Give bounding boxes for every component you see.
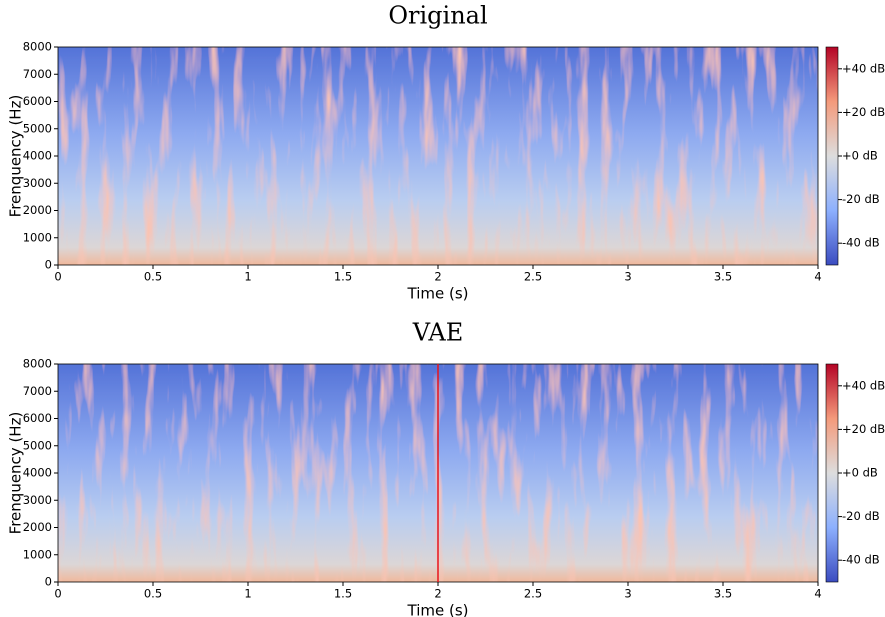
x-tick-label: 0 bbox=[54, 587, 61, 601]
y-tick-label: 0 bbox=[45, 258, 52, 272]
x-tick-label: 1 bbox=[244, 587, 251, 601]
x-tick-label: 2.5 bbox=[524, 270, 542, 284]
colorbar-tick-label: +40 dB bbox=[842, 61, 885, 75]
x-tick-label: 0.5 bbox=[144, 270, 162, 284]
y-axis-label: Frenquency (Hz) bbox=[7, 95, 25, 218]
x-tick-label: 1.5 bbox=[334, 587, 352, 601]
x-tick-label: 4 bbox=[814, 587, 821, 601]
y-tick-label: 0 bbox=[45, 575, 52, 589]
y-tick-label: 6000 bbox=[23, 411, 52, 425]
x-tick-label: 3.5 bbox=[714, 270, 732, 284]
y-tick-label: 6000 bbox=[23, 94, 52, 108]
x-tick-label: 2 bbox=[434, 270, 441, 284]
x-axis-label: Time (s) bbox=[407, 602, 469, 617]
y-tick-label: 4000 bbox=[23, 149, 52, 163]
y-tick-label: 8000 bbox=[23, 40, 52, 54]
colorbar bbox=[825, 363, 839, 583]
colorbar-tick-label: +20 dB bbox=[842, 105, 885, 119]
colorbar-tick-label: -40 dB bbox=[842, 553, 880, 567]
spectrogram-image bbox=[58, 47, 818, 265]
y-tick-label: 2000 bbox=[23, 203, 52, 217]
x-tick-label: 0 bbox=[54, 270, 61, 284]
colorbar-tick-label: -40 dB bbox=[842, 236, 880, 250]
x-tick-label: 0.5 bbox=[144, 587, 162, 601]
x-tick-label: 2.5 bbox=[524, 587, 542, 601]
colorbar-tick-label: -20 dB bbox=[842, 509, 880, 523]
colorbar-tick-label: +0 dB bbox=[842, 466, 878, 480]
colorbar-tick-label: +0 dB bbox=[842, 149, 878, 163]
y-tick-label: 5000 bbox=[23, 438, 52, 452]
y-tick-label: 4000 bbox=[23, 466, 52, 480]
colorbar-tick-label: +20 dB bbox=[842, 422, 885, 436]
y-tick-label: 1000 bbox=[23, 547, 52, 561]
y-axis-label: Frenquency (Hz) bbox=[7, 412, 25, 535]
chart-title: Original bbox=[388, 2, 487, 30]
chart-title: VAE bbox=[412, 319, 464, 347]
x-tick-label: 3 bbox=[624, 270, 631, 284]
y-tick-label: 2000 bbox=[23, 520, 52, 534]
y-tick-label: 1000 bbox=[23, 230, 52, 244]
x-tick-label: 1.5 bbox=[334, 270, 352, 284]
colorbar bbox=[825, 46, 839, 266]
x-tick-label: 4 bbox=[814, 270, 821, 284]
colorbar-tick-label: -20 dB bbox=[842, 192, 880, 206]
x-tick-label: 2 bbox=[434, 587, 441, 601]
x-tick-label: 1 bbox=[244, 270, 251, 284]
y-tick-label: 7000 bbox=[23, 67, 52, 81]
x-tick-label: 3.5 bbox=[714, 587, 732, 601]
y-tick-label: 8000 bbox=[23, 357, 52, 371]
y-tick-label: 3000 bbox=[23, 176, 52, 190]
x-tick-label: 3 bbox=[624, 587, 631, 601]
x-axis-label: Time (s) bbox=[407, 285, 469, 303]
y-tick-label: 3000 bbox=[23, 493, 52, 507]
colorbar-tick-label: +40 dB bbox=[842, 378, 885, 392]
y-tick-label: 7000 bbox=[23, 384, 52, 398]
y-tick-label: 5000 bbox=[23, 121, 52, 135]
